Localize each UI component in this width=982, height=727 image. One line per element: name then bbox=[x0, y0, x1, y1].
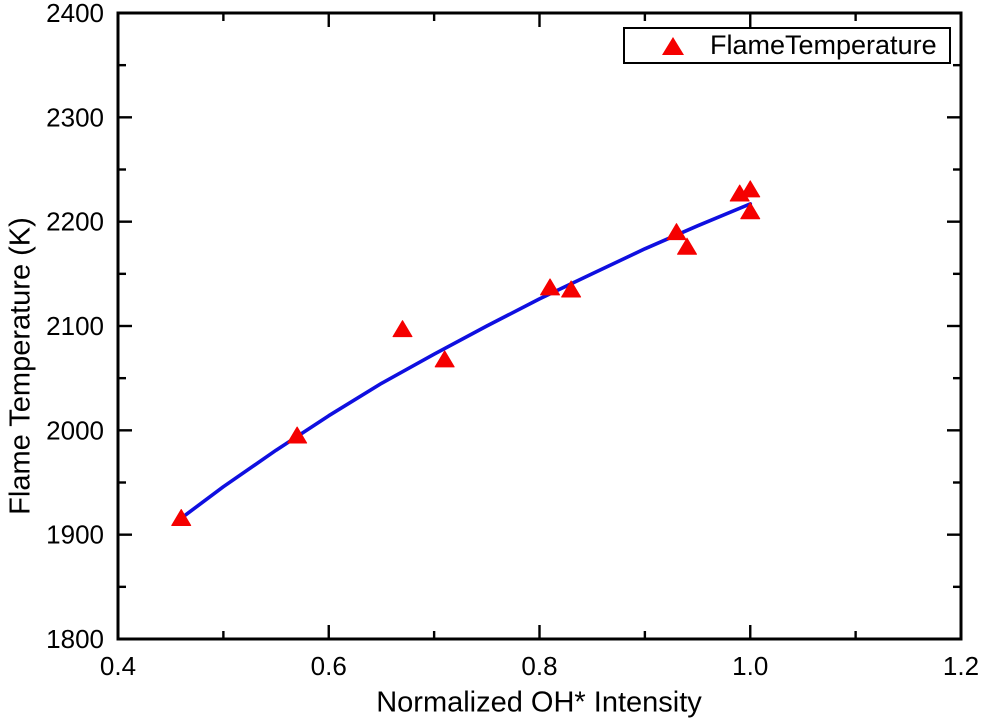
data-point-triangle bbox=[392, 320, 413, 338]
data-point-triangle bbox=[540, 278, 561, 296]
fit-curve bbox=[174, 202, 753, 524]
y-tick-label: 2300 bbox=[46, 102, 104, 132]
y-tick-label: 2400 bbox=[46, 0, 104, 28]
data-point-triangle bbox=[171, 508, 192, 526]
y-axis-title: Flame Temperature (K) bbox=[4, 217, 37, 515]
y-tick-label: 2200 bbox=[46, 207, 104, 237]
data-point-triangle bbox=[677, 237, 698, 255]
x-tick-label: 1.0 bbox=[732, 651, 768, 681]
data-point-triangle bbox=[740, 202, 761, 220]
plot-frame bbox=[116, 11, 963, 641]
data-point-triangle bbox=[287, 426, 308, 444]
data-point-triangle bbox=[561, 280, 582, 298]
triangle-marker-icon bbox=[662, 36, 684, 55]
x-axis-title: Normalized OH* Intensity bbox=[376, 686, 702, 719]
legend: FlameTemperature bbox=[623, 27, 951, 64]
data-point-triangle bbox=[666, 223, 687, 241]
y-tick-label: 2100 bbox=[46, 311, 104, 341]
x-tick-label: 0.8 bbox=[521, 651, 557, 681]
data-point-triangle bbox=[434, 350, 455, 368]
x-tick-label: 1.2 bbox=[943, 651, 979, 681]
y-tick-label: 1800 bbox=[46, 624, 104, 654]
x-tick-label: 0.6 bbox=[311, 651, 347, 681]
x-tick-label: 0.4 bbox=[100, 651, 136, 681]
y-tick-label: 1900 bbox=[46, 520, 104, 550]
legend-label: FlameTemperature bbox=[710, 30, 937, 60]
data-point-triangle bbox=[740, 180, 761, 198]
y-tick-label: 2000 bbox=[46, 415, 104, 445]
